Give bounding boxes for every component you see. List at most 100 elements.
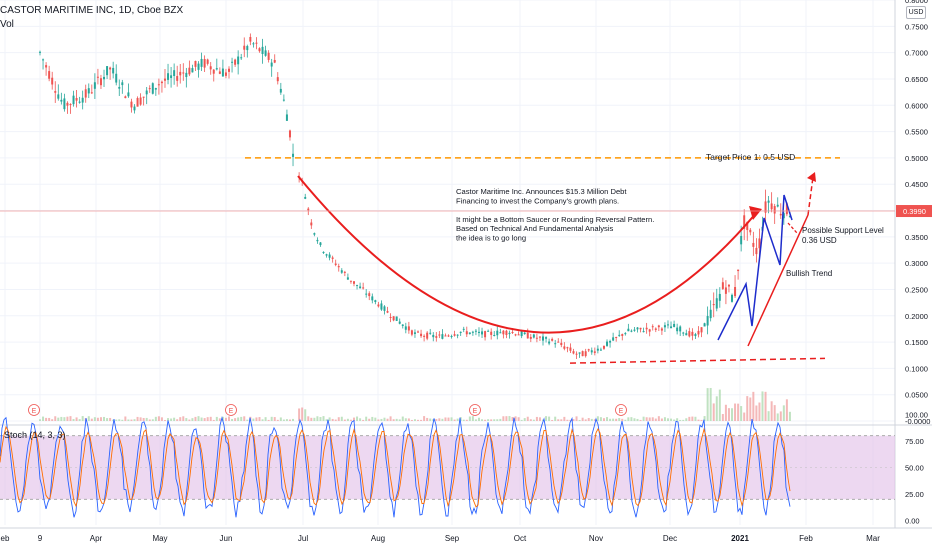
volume-bar — [575, 416, 578, 421]
volume-label[interactable]: Vol — [0, 19, 14, 30]
volume-bar — [136, 416, 139, 421]
candle-body — [721, 282, 724, 289]
candle-body — [471, 331, 474, 333]
volume-bar — [188, 419, 191, 421]
volume-bar — [96, 417, 99, 421]
currency-badge[interactable]: USD — [906, 6, 926, 19]
volume-bar — [127, 419, 130, 421]
time-axis-tick: Feb — [799, 534, 813, 543]
volume-bar — [115, 419, 118, 421]
candle-body — [282, 99, 285, 101]
volume-bar — [767, 411, 770, 421]
candle-body — [69, 104, 72, 106]
volume-bar — [130, 419, 133, 421]
volume-bar — [554, 416, 557, 421]
candle-body — [554, 343, 557, 345]
volume-bar — [206, 417, 209, 421]
price-axis-tick: 0.7000 — [905, 49, 928, 58]
candle-body — [356, 284, 359, 286]
candle-body — [737, 269, 740, 272]
last-price-badge — [896, 205, 932, 218]
volume-bar — [529, 419, 532, 421]
candle-body — [337, 266, 340, 268]
candle-body — [609, 341, 612, 343]
volume-bar — [112, 419, 115, 421]
candle-body — [93, 82, 96, 89]
volume-bar — [545, 416, 548, 421]
candle-body — [642, 331, 645, 333]
volume-bar — [200, 417, 203, 421]
candle-body — [618, 334, 621, 336]
target-label: Target Price 1: 0.5 USD — [706, 152, 795, 162]
candle-body — [691, 331, 694, 336]
price-axis-tick: 0.4500 — [905, 180, 928, 189]
stoch-axis-tick: 50.00 — [905, 464, 924, 473]
volume-bar — [93, 417, 96, 421]
candle-body — [727, 284, 730, 287]
volume-bar — [514, 416, 517, 421]
volume-bar — [581, 417, 584, 421]
candle-body — [310, 222, 313, 226]
symbol-title[interactable]: CASTOR MARITIME INC, 1D, Cboe BZX — [0, 5, 184, 16]
candle-body — [578, 352, 581, 354]
candle-body — [584, 351, 587, 357]
candle-body — [328, 254, 331, 258]
volume-bar — [212, 419, 215, 421]
volume-bar — [727, 408, 730, 421]
volume-bar — [325, 419, 328, 421]
price-axis-tick: 0.6500 — [905, 75, 928, 84]
volume-bar — [69, 416, 72, 421]
volume-bar — [334, 419, 337, 421]
volume-bar — [383, 417, 386, 421]
volume-bar — [734, 403, 737, 421]
volume-bar — [413, 419, 416, 421]
candle-body — [764, 201, 767, 213]
volume-bar — [340, 416, 343, 421]
volume-bar — [666, 418, 669, 421]
chart-header: CASTOR MARITIME INC, 1D, Cboe BZX Vol — [0, 5, 184, 30]
candle-body — [557, 341, 560, 343]
candle-body — [520, 331, 523, 337]
volume-bar — [170, 418, 173, 421]
candle-body — [435, 336, 438, 338]
analysis-note-line: Financing to invest the Company's growth… — [456, 196, 619, 205]
volume-bar — [401, 416, 404, 421]
volume-bar — [456, 418, 459, 421]
candle-body — [538, 336, 541, 338]
candle-body — [167, 73, 170, 80]
candle-body — [264, 50, 267, 56]
volume-bar — [676, 418, 679, 421]
volume-bar — [749, 397, 752, 421]
candle-body — [398, 321, 401, 324]
candle-body — [215, 68, 218, 70]
candle-body — [621, 334, 624, 336]
volume-bar — [380, 418, 383, 421]
candle-body — [340, 270, 343, 273]
time-axis-tick: Apr — [90, 534, 103, 543]
volume-bar — [737, 403, 740, 421]
candle-body — [81, 97, 84, 103]
candle-body — [666, 324, 669, 326]
candle-body — [484, 331, 487, 338]
volume-bar — [429, 418, 432, 421]
time-axis-tick: Oct — [514, 534, 527, 543]
volume-bar — [273, 417, 276, 421]
volume-bar — [633, 418, 636, 421]
candle-body — [776, 204, 779, 207]
candle-body — [252, 43, 255, 45]
stoch-label[interactable]: Stoch (14, 3, 3) — [4, 430, 66, 440]
volume-bar — [63, 417, 66, 421]
volume-bar — [285, 419, 288, 421]
candle-body — [770, 203, 773, 210]
candle-body — [767, 200, 770, 203]
candle-body — [362, 287, 365, 289]
volume-bar — [752, 391, 755, 421]
volume-bar — [468, 416, 471, 421]
volume-bar — [176, 419, 179, 421]
candle-body — [380, 303, 383, 310]
candle-body — [368, 293, 371, 297]
volume-bar — [267, 419, 270, 421]
volume-bar — [660, 418, 663, 421]
